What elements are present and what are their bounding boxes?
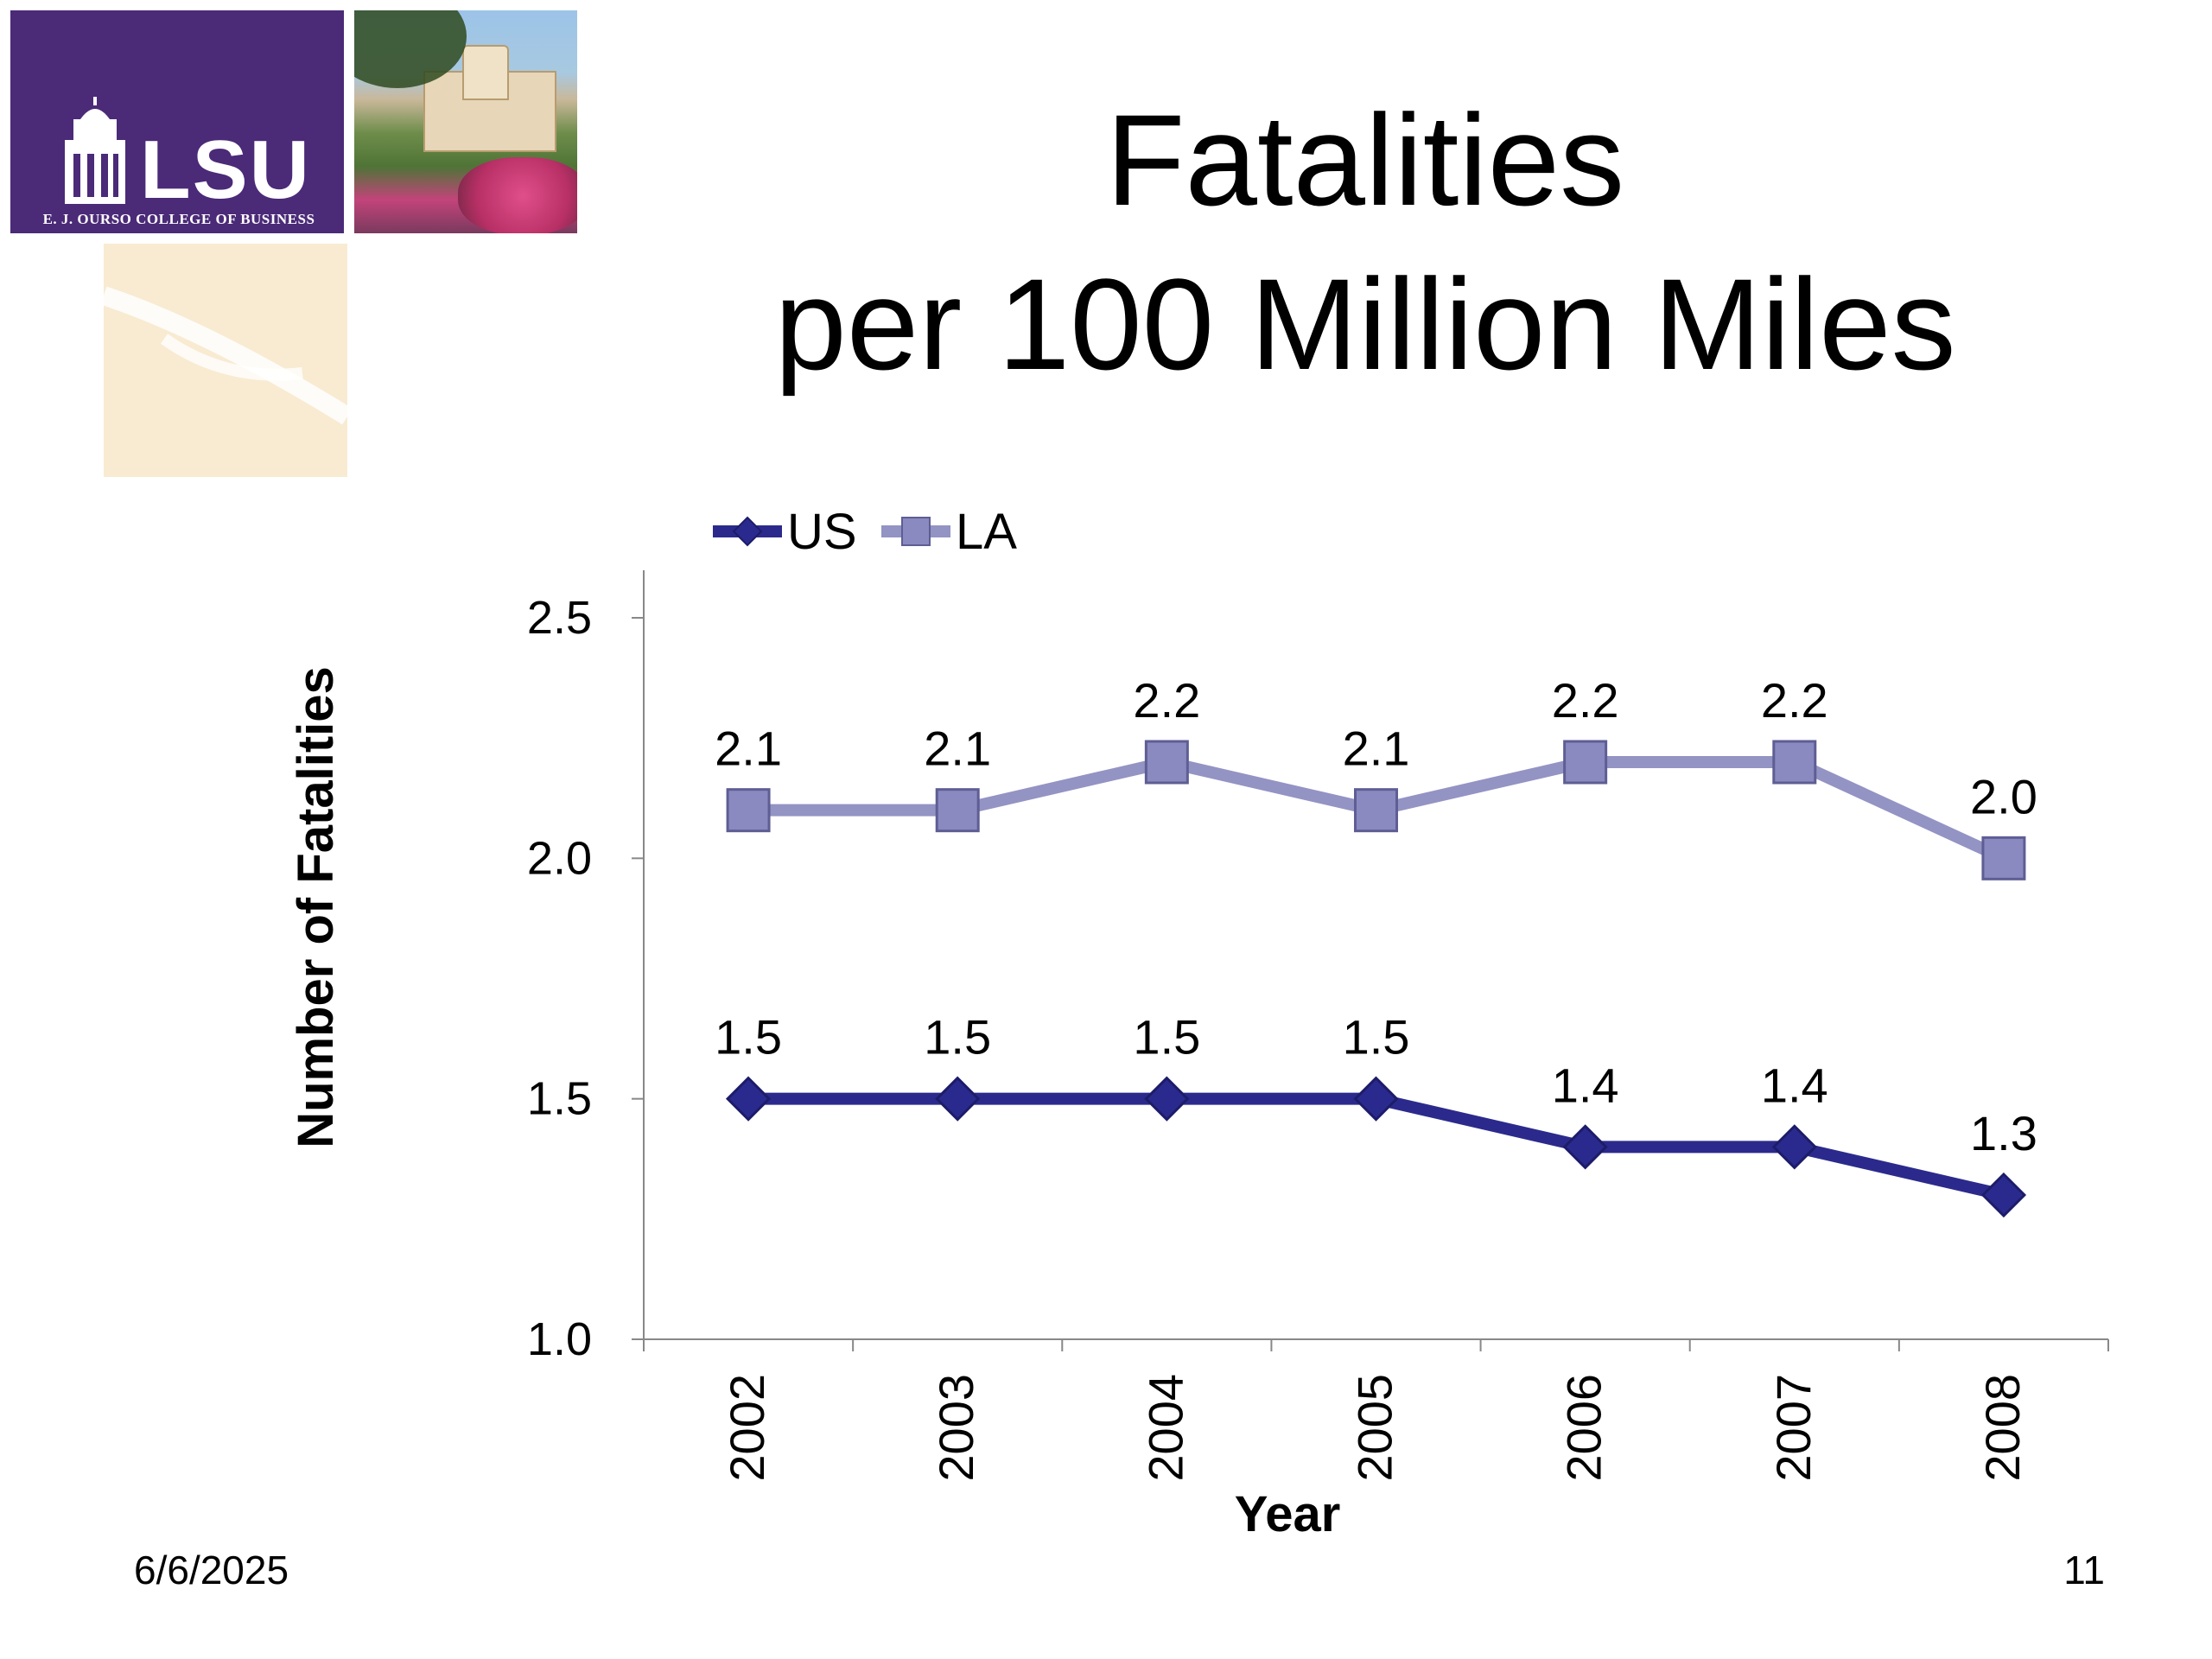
- x-tick-label: 2004: [1138, 1374, 1192, 1482]
- lsu-logo: LSU E. J. OURSO COLLEGE OF BUSINESS: [10, 10, 344, 233]
- lsu-wordmark: LSU: [140, 124, 311, 216]
- data-label: 2.0: [1970, 769, 2037, 823]
- y-axis-title: Number of Fatalities: [288, 666, 344, 1148]
- y-tick-label: 1.5: [527, 1073, 592, 1125]
- data-label: 2.2: [1761, 673, 1828, 728]
- marker-la: [935, 788, 980, 833]
- x-tick-label: 2008: [1975, 1374, 2030, 1482]
- data-label: 1.5: [1133, 1010, 1200, 1065]
- legend-marker-us: [732, 516, 763, 547]
- marker-la: [1144, 740, 1189, 785]
- data-label: 2.2: [1552, 673, 1619, 728]
- marker-us: [1562, 1124, 1608, 1170]
- data-label: 1.5: [715, 1010, 782, 1065]
- title-line-2: per 100 Million Miles: [774, 251, 1956, 397]
- marker-la: [1354, 788, 1398, 833]
- marker-la: [726, 788, 771, 833]
- x-tick-label: 2005: [1348, 1374, 1402, 1482]
- data-label: 1.5: [924, 1010, 991, 1065]
- marker-la: [1981, 836, 2026, 880]
- data-label: 2.2: [1133, 673, 1200, 728]
- data-label: 1.4: [1761, 1058, 1828, 1112]
- y-tick-label: 2.0: [527, 832, 592, 884]
- legend-label-us: US: [787, 504, 857, 560]
- slide-number: 11: [2063, 1548, 2105, 1592]
- campus-photo: [354, 10, 577, 233]
- slide-date: 6/6/2025: [134, 1548, 289, 1592]
- data-label: 1.3: [1970, 1106, 2037, 1160]
- college-name: E. J. OURSO COLLEGE OF BUSINESS: [42, 211, 315, 227]
- legend-marker-la: [901, 517, 931, 546]
- marker-la: [1772, 740, 1817, 785]
- decorative-swoosh: [104, 244, 347, 477]
- marker-la: [1563, 740, 1608, 785]
- marker-us: [935, 1076, 981, 1122]
- x-tick-label: 2003: [929, 1374, 983, 1482]
- data-label: 1.4: [1552, 1058, 1619, 1112]
- marker-us: [725, 1076, 772, 1122]
- marker-us: [1771, 1124, 1817, 1170]
- y-tick-label: 2.5: [527, 592, 592, 644]
- x-axis-title: Year: [1235, 1486, 1341, 1542]
- x-tick-label: 2007: [1766, 1374, 1821, 1482]
- marker-us: [1144, 1076, 1190, 1122]
- x-tick-label: 2002: [720, 1374, 774, 1482]
- x-tick-label: 2006: [1557, 1374, 1611, 1482]
- data-label: 2.1: [1343, 721, 1410, 776]
- slide-title: Fatalities per 100 Million Miles: [674, 78, 2056, 406]
- building-icon: [65, 97, 125, 204]
- data-label: 1.5: [1343, 1010, 1410, 1065]
- legend-label-la: LA: [956, 504, 1017, 560]
- marker-us: [1353, 1076, 1399, 1122]
- y-tick-label: 1.0: [527, 1313, 592, 1365]
- title-line-1: Fatalities: [1105, 87, 1625, 232]
- marker-us: [1980, 1172, 2027, 1218]
- data-label: 2.1: [924, 721, 991, 776]
- data-label: 2.1: [715, 721, 782, 776]
